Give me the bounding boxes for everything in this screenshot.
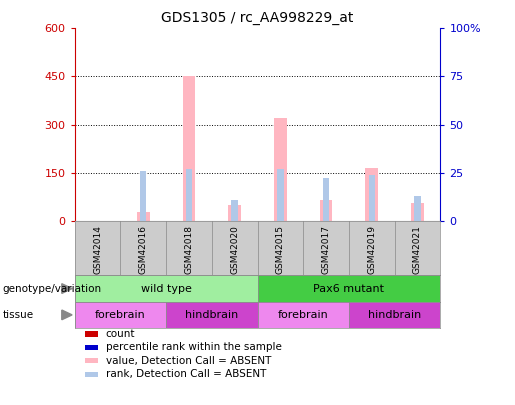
Text: hindbrain: hindbrain xyxy=(185,310,238,320)
Bar xyxy=(349,302,440,328)
Bar xyxy=(369,175,375,221)
Text: hindbrain: hindbrain xyxy=(368,310,421,320)
Text: Pax6 mutant: Pax6 mutant xyxy=(314,284,384,294)
Bar xyxy=(320,200,333,221)
Bar xyxy=(140,171,146,221)
Text: GSM42017: GSM42017 xyxy=(321,225,331,274)
Bar xyxy=(166,302,258,328)
Text: GSM42016: GSM42016 xyxy=(139,225,148,274)
Text: GSM42020: GSM42020 xyxy=(230,225,239,274)
Bar xyxy=(258,275,440,302)
Bar xyxy=(411,203,424,221)
Bar xyxy=(414,196,421,221)
Bar xyxy=(75,302,166,328)
Bar xyxy=(186,169,192,221)
Text: value, Detection Call = ABSENT: value, Detection Call = ABSENT xyxy=(106,356,271,366)
Bar xyxy=(228,205,241,221)
Text: percentile rank within the sample: percentile rank within the sample xyxy=(106,343,282,352)
Bar xyxy=(277,169,284,221)
Text: count: count xyxy=(106,329,135,339)
Bar xyxy=(323,178,329,221)
Text: GSM42019: GSM42019 xyxy=(367,225,376,274)
Text: rank, Detection Call = ABSENT: rank, Detection Call = ABSENT xyxy=(106,369,266,379)
Text: GSM42018: GSM42018 xyxy=(184,225,194,274)
Bar xyxy=(365,168,378,221)
Text: wild type: wild type xyxy=(141,284,192,294)
Text: forebrain: forebrain xyxy=(278,310,329,320)
Text: GSM42021: GSM42021 xyxy=(413,225,422,274)
Polygon shape xyxy=(62,310,72,320)
Bar xyxy=(258,302,349,328)
Text: forebrain: forebrain xyxy=(95,310,146,320)
Polygon shape xyxy=(62,284,72,293)
Bar xyxy=(75,275,258,302)
Text: genotype/variation: genotype/variation xyxy=(3,284,101,294)
Bar xyxy=(182,77,195,221)
Text: tissue: tissue xyxy=(3,310,33,320)
Title: GDS1305 / rc_AA998229_at: GDS1305 / rc_AA998229_at xyxy=(161,11,354,25)
Bar xyxy=(274,118,287,221)
Text: GSM42014: GSM42014 xyxy=(93,225,102,274)
Bar xyxy=(231,200,238,221)
Bar xyxy=(137,212,150,221)
Text: GSM42015: GSM42015 xyxy=(276,225,285,274)
